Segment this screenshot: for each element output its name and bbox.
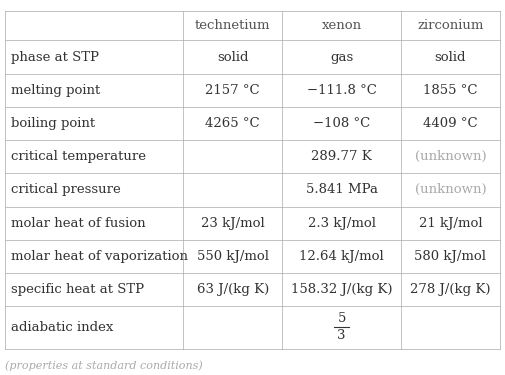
Text: −108 °C: −108 °C: [313, 117, 370, 130]
Text: (unknown): (unknown): [415, 183, 486, 196]
Text: 21 kJ/mol: 21 kJ/mol: [419, 217, 482, 229]
Text: adiabatic index: adiabatic index: [11, 321, 114, 334]
Text: gas: gas: [330, 51, 353, 63]
Text: (properties at standard conditions): (properties at standard conditions): [5, 360, 203, 370]
Text: solid: solid: [435, 51, 466, 63]
Text: critical temperature: critical temperature: [11, 150, 146, 163]
Text: 580 kJ/mol: 580 kJ/mol: [415, 250, 486, 263]
Text: 63 J/(kg K): 63 J/(kg K): [196, 283, 269, 296]
Text: zirconium: zirconium: [417, 20, 484, 32]
Text: specific heat at STP: specific heat at STP: [11, 283, 144, 296]
Text: xenon: xenon: [322, 20, 362, 32]
Text: solid: solid: [217, 51, 248, 63]
Text: phase at STP: phase at STP: [11, 51, 99, 63]
Text: −111.8 °C: −111.8 °C: [307, 84, 377, 97]
Text: 550 kJ/mol: 550 kJ/mol: [197, 250, 269, 263]
Text: 5.841 MPa: 5.841 MPa: [306, 183, 378, 196]
Text: 5: 5: [337, 312, 346, 326]
Text: 23 kJ/mol: 23 kJ/mol: [201, 217, 265, 229]
Text: melting point: melting point: [11, 84, 100, 97]
Text: technetium: technetium: [195, 20, 271, 32]
Text: 2.3 kJ/mol: 2.3 kJ/mol: [308, 217, 376, 229]
Text: (unknown): (unknown): [415, 150, 486, 163]
Text: critical pressure: critical pressure: [11, 183, 121, 196]
Text: 2157 °C: 2157 °C: [206, 84, 260, 97]
Text: molar heat of vaporization: molar heat of vaporization: [11, 250, 188, 263]
Text: 289.77 K: 289.77 K: [311, 150, 372, 163]
Text: 3: 3: [337, 330, 346, 342]
Text: boiling point: boiling point: [11, 117, 95, 130]
Text: 4265 °C: 4265 °C: [206, 117, 260, 130]
Text: molar heat of fusion: molar heat of fusion: [11, 217, 146, 229]
Text: 12.64 kJ/mol: 12.64 kJ/mol: [299, 250, 384, 263]
Text: 4409 °C: 4409 °C: [423, 117, 478, 130]
Text: 278 J/(kg K): 278 J/(kg K): [410, 283, 491, 296]
Text: 158.32 J/(kg K): 158.32 J/(kg K): [291, 283, 392, 296]
Text: 1855 °C: 1855 °C: [423, 84, 478, 97]
